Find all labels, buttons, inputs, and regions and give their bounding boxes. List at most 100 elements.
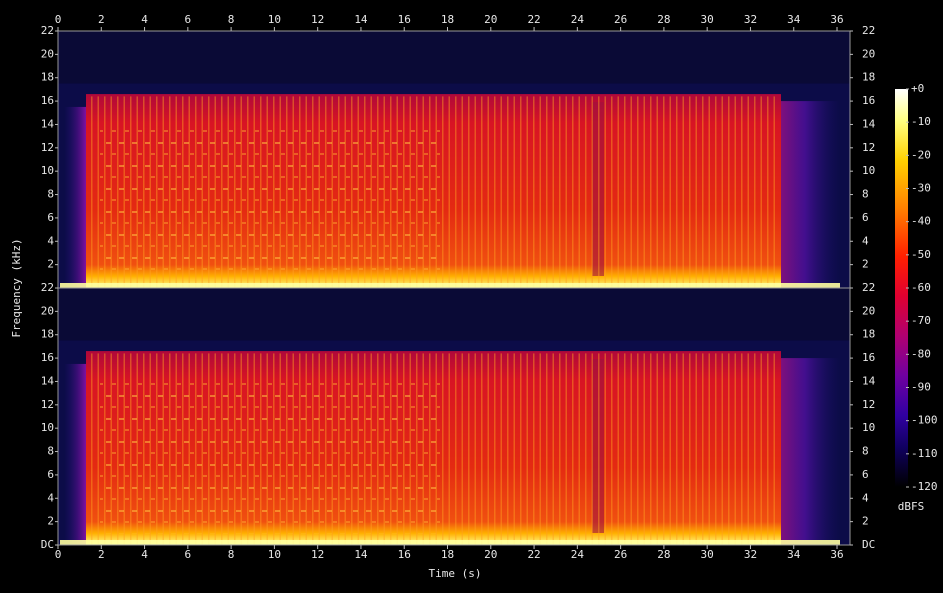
colorbar-tick-label: -80 xyxy=(911,347,931,360)
y-axis-label: Frequency (kHz) xyxy=(10,238,23,337)
y-tick-label: 10 xyxy=(862,164,875,177)
y-tick-label: 16 xyxy=(41,94,54,107)
y-tick-label: 6 xyxy=(47,211,54,224)
y-tick-label: 10 xyxy=(41,164,54,177)
colorbar-tick-label: -90 xyxy=(911,381,931,394)
colorbar-tick-label: -40 xyxy=(911,215,931,228)
x-tick-label: 4 xyxy=(141,13,148,26)
colorbar-tick-label: -50 xyxy=(911,248,931,261)
y-tick-label: 8 xyxy=(47,188,54,201)
colorbar-tick-label: -60 xyxy=(911,281,931,294)
y-tick-label: 16 xyxy=(41,351,54,364)
x-tick-label: 30 xyxy=(701,13,714,26)
colorbar-tick-label: -20 xyxy=(911,148,931,161)
spectrogram-tail xyxy=(770,101,840,288)
x-tick-label: 20 xyxy=(484,548,497,561)
x-tick-label: 24 xyxy=(571,13,585,26)
y-tick-label: 12 xyxy=(41,141,54,154)
x-tick-label: 34 xyxy=(787,13,801,26)
y-tick-label: 18 xyxy=(41,328,54,341)
spectrogram-tail xyxy=(770,358,840,545)
x-tick-label: 12 xyxy=(311,548,324,561)
x-tick-label: 36 xyxy=(830,548,843,561)
y-tick-label: 20 xyxy=(41,47,54,60)
x-tick-label: 10 xyxy=(268,548,281,561)
y-tick-label: 16 xyxy=(862,94,875,107)
y-tick-label: 2 xyxy=(862,258,869,271)
x-tick-label: 2 xyxy=(98,548,105,561)
y-tick-label: 18 xyxy=(862,328,875,341)
y-tick-label: 4 xyxy=(47,491,54,504)
x-tick-label: 18 xyxy=(441,13,454,26)
x-tick-label: 28 xyxy=(657,548,670,561)
x-tick-label: 0 xyxy=(55,548,62,561)
y-tick-label: 6 xyxy=(47,468,54,481)
y-tick-label: 14 xyxy=(862,374,876,387)
y-tick-label: 2 xyxy=(47,258,54,271)
y-tick-label: 22 xyxy=(862,281,875,294)
x-tick-label: 4 xyxy=(141,548,148,561)
x-tick-label: 18 xyxy=(441,548,454,561)
x-tick-label: 10 xyxy=(268,13,281,26)
x-tick-label: 36 xyxy=(830,13,843,26)
x-tick-label: 8 xyxy=(228,548,235,561)
x-tick-label: 16 xyxy=(398,13,411,26)
x-tick-label: 28 xyxy=(657,13,670,26)
spectrogram-harmonics xyxy=(100,124,440,277)
y-tick-label: 2 xyxy=(862,515,869,528)
y-tick-label: 14 xyxy=(41,117,55,130)
spectrogram-low-band xyxy=(60,283,840,288)
colorbar-tick-label: -10 xyxy=(911,115,931,128)
y-tick-label: 20 xyxy=(41,304,54,317)
y-tick-label: 8 xyxy=(862,188,869,201)
y-tick-label: 20 xyxy=(862,304,875,317)
y-tick-label: 10 xyxy=(41,421,54,434)
x-tick-label: 32 xyxy=(744,548,757,561)
y-tick-label: 6 xyxy=(862,211,869,224)
x-tick-label: 24 xyxy=(571,548,585,561)
y-tick-label: 14 xyxy=(41,374,55,387)
x-tick-label: 14 xyxy=(354,548,368,561)
x-tick-label: 0 xyxy=(55,13,62,26)
colorbar-tick-label: -30 xyxy=(911,182,931,195)
colorbar xyxy=(895,89,908,487)
x-tick-label: 6 xyxy=(185,548,192,561)
y-tick-label: 22 xyxy=(41,24,54,37)
x-axis-label: Time (s) xyxy=(429,567,482,580)
colorbar-tick-label: -100 xyxy=(911,414,938,427)
x-tick-label: 20 xyxy=(484,13,497,26)
x-tick-label: 30 xyxy=(701,548,714,561)
y-tick-label: 8 xyxy=(47,445,54,458)
x-tick-label: 26 xyxy=(614,548,627,561)
colorbar-label: dBFS xyxy=(898,500,925,513)
x-tick-label: 2 xyxy=(98,13,105,26)
y-tick-label: 10 xyxy=(862,421,875,434)
colorbar-tick-label: -70 xyxy=(911,314,931,327)
spectrogram-low-band xyxy=(60,540,840,545)
y-tick-label: 4 xyxy=(862,234,869,247)
x-tick-label: 26 xyxy=(614,13,627,26)
y-tick-label: 18 xyxy=(41,71,54,84)
y-tick-label: 18 xyxy=(862,71,875,84)
x-tick-label: 22 xyxy=(527,13,540,26)
y-tick-label: 2 xyxy=(47,515,54,528)
spectrogram-background xyxy=(58,31,850,84)
y-tick-label: 22 xyxy=(41,281,54,294)
y-tick-label: 12 xyxy=(862,141,875,154)
x-tick-label: 22 xyxy=(527,548,540,561)
y-tick-label: 22 xyxy=(862,24,875,37)
x-tick-label: 34 xyxy=(787,548,801,561)
x-tick-label: 8 xyxy=(228,13,235,26)
y-tick-label: DC xyxy=(41,538,54,551)
y-tick-label: 16 xyxy=(862,351,875,364)
y-tick-label: 12 xyxy=(862,398,875,411)
colorbar-tick-label: +0 xyxy=(911,82,924,95)
y-tick-label: 8 xyxy=(862,445,869,458)
y-tick-label: 12 xyxy=(41,398,54,411)
y-tick-label: DC xyxy=(862,538,875,551)
y-tick-label: 4 xyxy=(47,234,54,247)
x-tick-label: 14 xyxy=(354,13,368,26)
x-tick-label: 6 xyxy=(185,13,192,26)
